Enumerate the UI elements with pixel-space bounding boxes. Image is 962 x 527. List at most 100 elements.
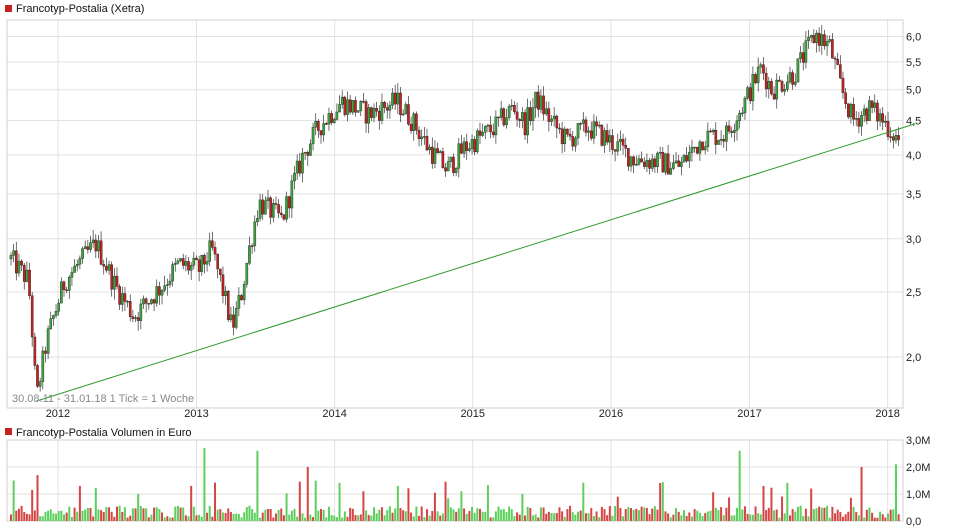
candle-body: [22, 264, 26, 282]
candle-body: [812, 35, 816, 43]
candle-body: [290, 180, 294, 209]
candle-body: [499, 108, 503, 118]
candle-body: [470, 139, 474, 149]
volume-bar: [881, 514, 884, 521]
candle-body: [574, 137, 577, 147]
volume-bar: [860, 467, 863, 521]
volume-bar: [195, 515, 198, 521]
candle-body: [187, 261, 190, 271]
volume-bar: [680, 515, 683, 521]
candle-body: [423, 136, 426, 138]
candle-body: [454, 168, 458, 173]
volume-bar: [616, 496, 619, 521]
volume-bar: [553, 513, 556, 521]
volume-bar: [521, 494, 524, 521]
candle-body: [436, 148, 439, 154]
volume-bar: [304, 517, 307, 521]
candle-body: [430, 146, 434, 164]
volume-bar: [314, 480, 317, 521]
volume-bar: [778, 517, 781, 521]
candle-body: [113, 275, 116, 290]
volume-bar: [473, 512, 476, 521]
volume-bar: [264, 509, 267, 521]
volume-bar: [852, 506, 855, 521]
candle-body: [862, 108, 866, 116]
candle-body: [372, 108, 376, 118]
volume-bar: [267, 509, 270, 521]
volume-y-axis: 0,0 1,0M 2,0M 3,0M: [906, 435, 930, 527]
candle-body: [163, 285, 166, 291]
price-x-tick-label: 2012: [46, 408, 70, 420]
volume-bar: [799, 505, 802, 521]
candle-body: [147, 303, 151, 305]
volume-bar: [502, 509, 505, 521]
volume-bar: [123, 507, 126, 521]
candle-body: [515, 111, 519, 120]
volume-bar: [20, 506, 23, 521]
candle-body: [136, 317, 140, 321]
candle-body: [279, 212, 283, 215]
volume-bar: [108, 507, 111, 521]
candle-body: [722, 139, 726, 142]
volume-bar: [261, 512, 264, 521]
candle-body: [558, 127, 561, 130]
volume-bar: [807, 516, 810, 521]
candle-body: [727, 125, 731, 132]
volume-bar: [545, 513, 548, 521]
volume-bar: [577, 511, 580, 521]
candle-body: [240, 295, 243, 301]
candle-body: [799, 52, 802, 59]
candle-body: [600, 124, 604, 146]
candle-body: [219, 268, 222, 275]
candle-body: [846, 103, 850, 118]
candle-body: [20, 260, 23, 266]
volume-bar: [240, 517, 243, 521]
candle-body: [531, 107, 535, 121]
candle-body: [203, 254, 206, 265]
volume-bar: [92, 516, 95, 521]
candle-body: [142, 298, 145, 305]
volume-bar: [794, 511, 797, 521]
price-x-tick-label: 2018: [875, 408, 899, 420]
candle-body: [648, 160, 651, 169]
volume-bar: [436, 511, 439, 521]
candle-body: [661, 152, 665, 173]
candle-body: [144, 298, 148, 304]
candle-body: [67, 277, 71, 291]
price-x-tick-label: 2015: [461, 408, 485, 420]
candle-body: [110, 264, 113, 290]
volume-bar: [664, 511, 667, 521]
volume-bar: [232, 513, 235, 521]
candle-body: [820, 34, 824, 46]
volume-bar: [569, 505, 572, 521]
volume-bar: [49, 509, 52, 521]
candle-body: [134, 317, 137, 319]
candle-body: [234, 308, 238, 328]
candle-body: [396, 92, 400, 105]
candle-body: [740, 112, 744, 115]
volume-bar: [820, 507, 823, 521]
volume-bar: [206, 512, 209, 521]
volume-bar: [10, 514, 12, 521]
volume-bar: [115, 506, 118, 521]
volume-bar: [57, 511, 60, 521]
candle-body: [205, 261, 209, 265]
candle-body: [348, 99, 352, 113]
candle-body: [192, 257, 196, 266]
volume-bar: [428, 515, 431, 521]
volume-bar: [741, 509, 744, 521]
candle-body: [796, 58, 800, 83]
candle-body: [330, 113, 333, 123]
volume-bar: [698, 512, 701, 521]
candle-body: [658, 152, 662, 154]
volume-bar: [444, 481, 447, 521]
volume-bar: [309, 514, 312, 521]
volume-bar: [524, 515, 527, 521]
candle-body: [703, 146, 707, 151]
candle-body: [303, 151, 307, 154]
candle-body: [425, 136, 429, 151]
volume-bar: [410, 512, 413, 521]
candle-body: [264, 200, 267, 215]
candle-body: [725, 125, 728, 142]
volume-bar: [277, 509, 280, 521]
